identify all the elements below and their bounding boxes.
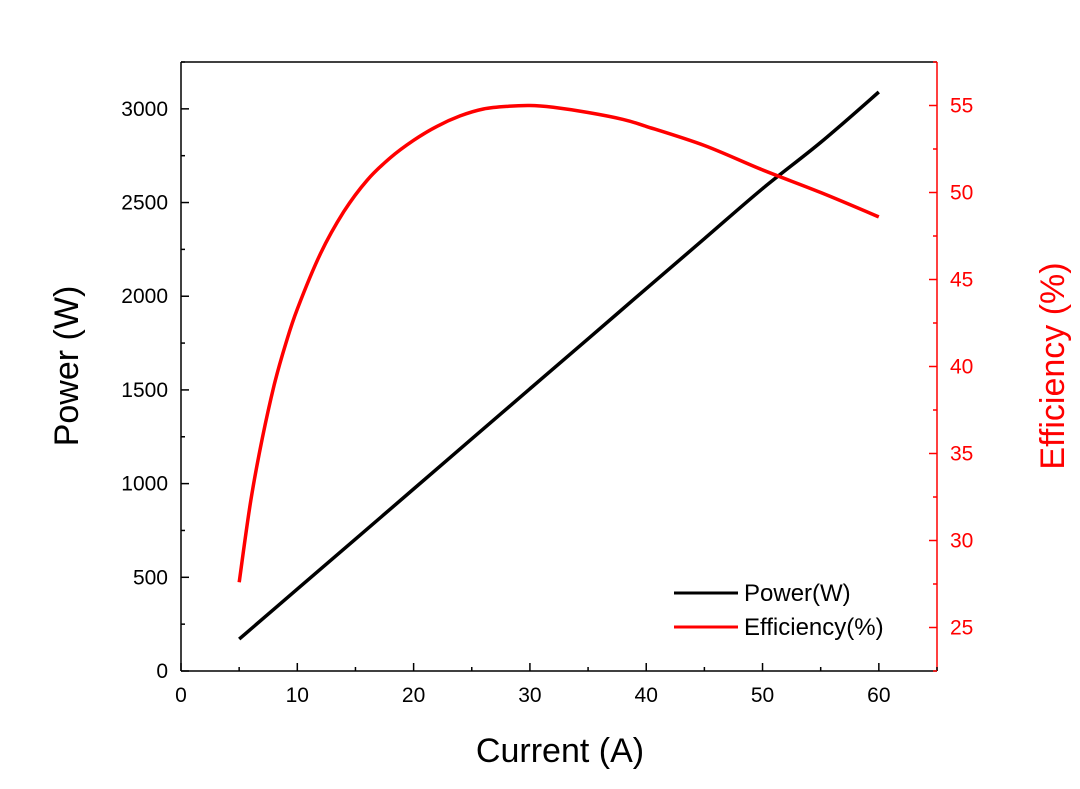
x-tick-label: 20 bbox=[402, 684, 425, 707]
y2-axis-title: Efficiency (%) bbox=[1034, 262, 1072, 469]
efficiency-series-line bbox=[237, 103, 880, 583]
y2-tick-label: 35 bbox=[950, 443, 973, 466]
y-tick-label: 1500 bbox=[121, 379, 168, 402]
y2-tick-label: 40 bbox=[950, 356, 973, 379]
x-tick-label: 10 bbox=[286, 684, 309, 707]
legend: Power(W) Efficiency(%) bbox=[674, 580, 884, 641]
x-tick-label: 0 bbox=[175, 684, 187, 707]
x-tick-label: 50 bbox=[751, 684, 774, 707]
y2-tick-label: 30 bbox=[950, 530, 973, 553]
axes-layer: 0 10 20 30 40 50 60 0 500 1000 1500 2000 2500 3000 25 3… bbox=[121, 61, 973, 707]
y-tick-label: 1000 bbox=[121, 473, 168, 496]
x-tick-label: 30 bbox=[518, 684, 541, 707]
y-tick-label: 500 bbox=[133, 566, 168, 589]
power-series-line bbox=[238, 90, 880, 641]
x-tick-label: 40 bbox=[635, 684, 658, 707]
y2-tick-label: 25 bbox=[950, 617, 973, 640]
y2-tick-label: 50 bbox=[950, 182, 973, 205]
y-tick-label: 0 bbox=[156, 660, 168, 683]
series-layer bbox=[237, 90, 880, 641]
legend-label-efficiency: Efficiency(%) bbox=[744, 614, 884, 641]
y2-tick-label: 55 bbox=[950, 95, 973, 118]
x-axis-title: Current (A) bbox=[476, 732, 644, 770]
y-tick-label: 3000 bbox=[121, 98, 168, 121]
x-tick-label: 60 bbox=[867, 684, 890, 707]
y-axis-title: Power (W) bbox=[48, 286, 86, 447]
y2-tick-label: 45 bbox=[950, 269, 973, 292]
y-tick-label: 2000 bbox=[121, 285, 168, 308]
legend-label-power: Power(W) bbox=[744, 580, 851, 607]
y-tick-label: 2500 bbox=[121, 192, 168, 215]
